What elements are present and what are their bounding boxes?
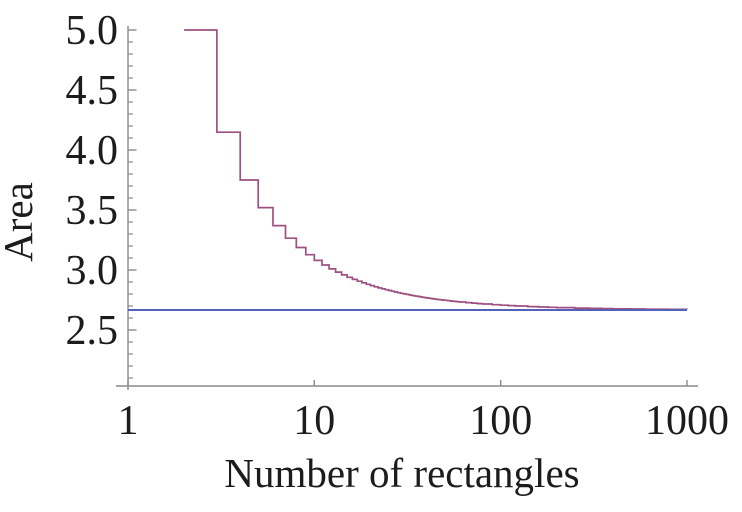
axes-layer	[116, 26, 698, 390]
y-tick-label: 3.0	[66, 248, 119, 294]
x-tick-label: 10	[293, 398, 335, 444]
y-tick-label: 3.5	[66, 188, 119, 234]
x-tick-label: 1	[118, 398, 139, 444]
y-tick-label: 4.5	[66, 68, 119, 114]
y-tick-label: 2.5	[66, 308, 119, 354]
x-tick-label: 100	[469, 398, 532, 444]
y-axis-title: Area	[0, 182, 41, 262]
riemann-sum-staircase	[184, 29, 688, 311]
y-tick-label: 4.0	[66, 128, 119, 174]
x-tick-label: 1000	[645, 398, 729, 444]
series-layer	[128, 29, 688, 311]
x-axis-title: Number of rectangles	[224, 450, 579, 496]
y-tick-label: 5.0	[66, 8, 119, 54]
ticks-layer: 1 10 100 1000 2.5 3.0 3.5 4.0 4.5 5.0	[66, 8, 730, 444]
